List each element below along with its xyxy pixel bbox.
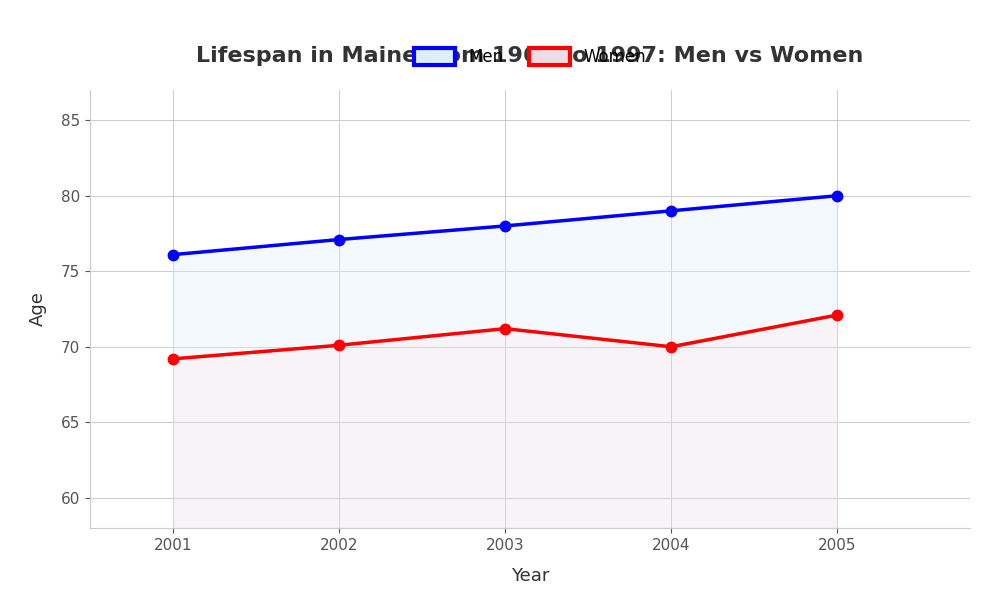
X-axis label: Year: Year	[511, 566, 549, 584]
Legend: Men, Women: Men, Women	[407, 41, 653, 73]
Y-axis label: Age: Age	[29, 292, 47, 326]
Title: Lifespan in Maine from 1965 to 1997: Men vs Women: Lifespan in Maine from 1965 to 1997: Men…	[196, 46, 864, 66]
